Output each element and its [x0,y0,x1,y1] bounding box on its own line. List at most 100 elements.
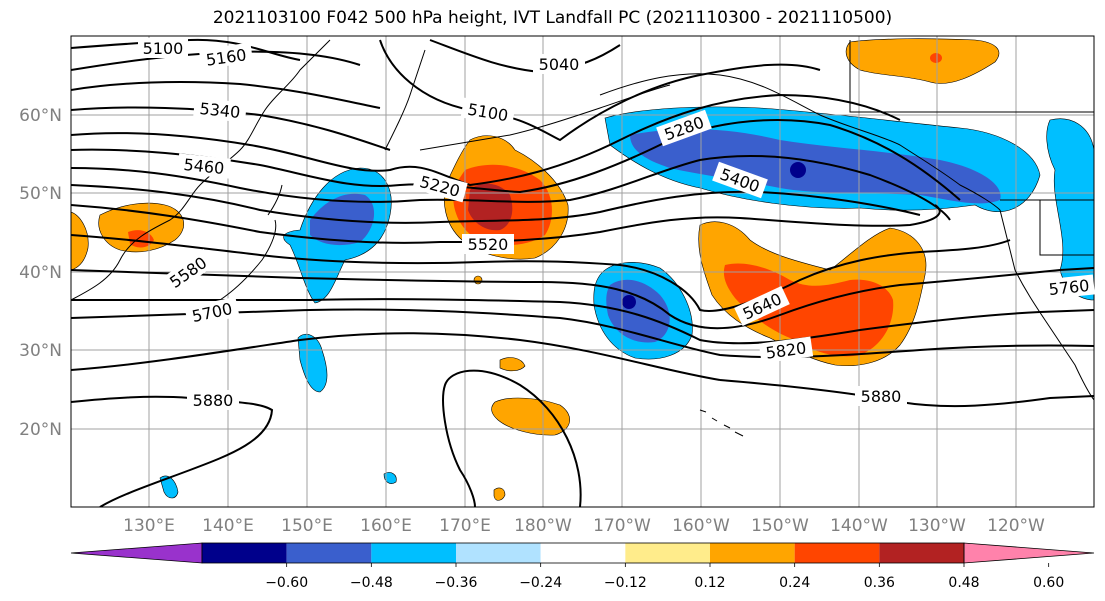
colorbar-extend-low [70,542,203,564]
contour-line [71,332,721,381]
contour-label: 5880 [193,391,234,410]
longitude-label: 150°E [281,516,333,536]
positive-anomaly-region-subtropics-4 [473,275,483,285]
height-contours [71,38,1094,507]
contour-label: 5040 [539,55,580,74]
contour-label: 5760 [1048,276,1090,299]
longitude-label: 130°W [908,516,966,536]
longitude-label: 180°W [514,516,572,536]
longitude-label: 130°E [123,516,175,536]
colorbar-extend-high [963,542,1095,564]
colorbar-segment [456,543,541,563]
graticule [71,36,1094,507]
contour-line [71,93,901,187]
negative-anomaly-region-subtropics-3 [383,472,397,484]
colorbar-tick-label: −0.24 [519,575,562,591]
canada-border [849,40,1094,256]
colorbar-tick-label: 0.36 [864,575,895,591]
contour-label: 5520 [468,235,509,254]
colorbar-tick-label: −0.12 [604,575,647,591]
negative-anomaly-core-dark-central [622,295,636,309]
contour-line [71,81,381,109]
latitude-label: 40°N [19,263,62,283]
contour-label: 5460 [183,155,225,178]
contour-line [71,298,1094,345]
contour-line [71,267,1094,330]
positive-anomaly-region-subtropics-2 [499,357,526,372]
north-america-coastline [999,209,1094,401]
longitude-label: 120°W [987,516,1045,536]
contour-line [71,308,1094,359]
longitude-label: 160°E [360,516,412,536]
longitude-label: 140°W [830,516,888,536]
contour-label: 5700 [190,299,234,326]
positive-anomaly-strong-asia [128,230,154,248]
hawaii-islands [699,409,744,437]
contour-line [429,39,621,74]
colorbar-segment [202,543,287,563]
colorbar-tick-label: 0.48 [948,575,979,591]
positive-anomaly-region-subtropics-1 [491,397,570,436]
contour-label: 5100 [466,100,509,126]
colorbar-tick-label: −0.36 [435,575,478,591]
contour-line [71,119,961,201]
kamchatka-coastline [384,49,426,151]
negative-anomaly-region-subtropics-2 [159,475,179,499]
latitude-label: 20°N [19,420,62,440]
colorbar-tick-label: 0.12 [694,575,725,591]
contour-label: 5340 [199,99,241,122]
contour-line [71,234,1011,312]
colorbar-segment [710,543,795,563]
latitude-label: 60°N [19,106,62,126]
latitude-labels: 60°N 50°N 40°N 30°N 20°N [19,106,62,440]
negative-anomaly-region-subtropics-1 [297,334,328,393]
contour-line [71,38,301,61]
longitude-label: 160°W [672,516,730,536]
contour-line [71,204,941,244]
longitude-label: 170°W [593,516,651,536]
longitude-labels: 130°E 140°E 150°E 160°E 170°E 180°W 170°W 160°W… [123,516,1045,536]
aleutian-coastline [419,84,671,151]
positive-anomaly-max-dateline [468,183,513,231]
contour-label: 5100 [143,39,184,58]
contour-line [71,154,951,221]
contour-line [71,106,391,151]
negative-anomaly-region-east-edge [1046,118,1094,301]
colorbar-tick-label: 0.60 [1033,575,1064,591]
contour-line [71,184,921,224]
colorbar-segment [879,543,964,563]
japan-coastline [219,184,283,301]
positive-anomaly-region-subtropics-3 [493,487,506,501]
colorbar: −0.60 −0.48 −0.36 −0.24 −0.12 0.12 0.24 0.36 0.4… [70,542,1095,591]
colorbar-segment [625,543,710,563]
longitude-label: 150°W [751,516,809,536]
alaska-coastline [599,73,1001,211]
colorbar-segment [794,543,880,563]
latitude-label: 50°N [19,184,62,204]
positive-anomaly-strong-northeast [930,53,942,63]
colorbar-segment [371,543,456,563]
negative-anomaly-core-north-pacific [630,128,1001,204]
longitude-label: 170°E [439,516,491,536]
contour-line [71,395,274,507]
map-frame [70,35,1095,508]
colorbar-segment [286,543,372,563]
longitude-label: 140°E [202,516,254,536]
colorbar-tick-label: −0.60 [265,575,308,591]
negative-anomaly-core-dark [790,162,806,178]
contour-line [442,369,582,507]
latitude-label: 30°N [19,341,62,361]
contour-line [379,39,821,142]
coastlines [71,39,1094,437]
contour-labels: 5100 5160 5040 5340 5100 5280 5460 5220 … [138,38,1095,410]
positive-anomaly-strong-gulf-alaska [723,263,894,357]
colorbar-tick-label: −0.48 [350,575,393,591]
colorbar-tick-label: 0.24 [779,575,810,591]
contour-label: 5880 [861,387,902,406]
colorbar-frame [201,542,965,564]
colorbar-segment [540,543,626,563]
positive-anomaly-region-west-edge [71,211,89,271]
positive-anomaly-region-northeast [845,38,1000,84]
map-title: 2021103100 F042 500 hPa height, IVT Land… [212,8,893,28]
